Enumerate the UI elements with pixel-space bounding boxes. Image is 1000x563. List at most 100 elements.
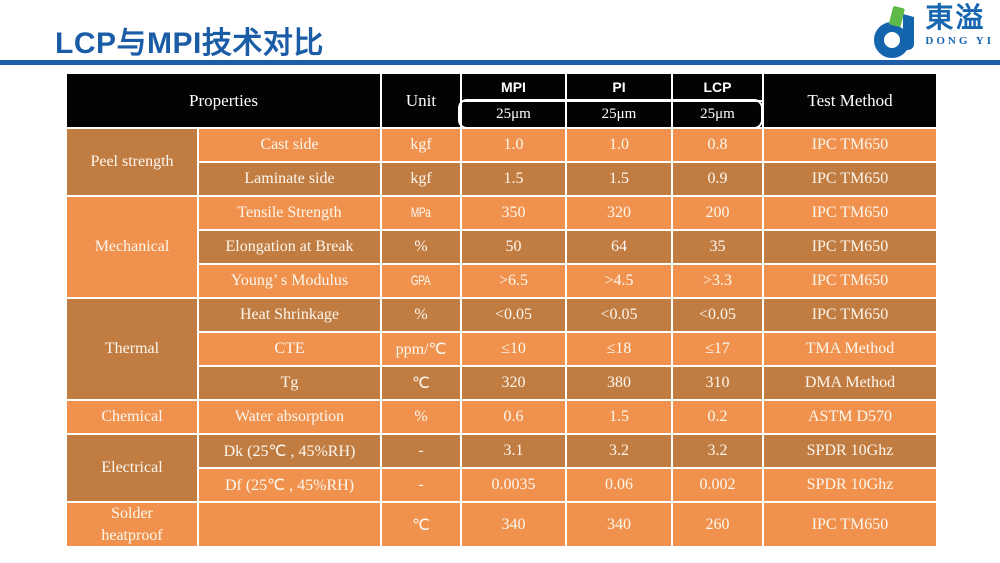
cell-pi: 64 [565, 229, 673, 265]
cell-mpi: <0.05 [460, 297, 567, 333]
header-test-method: Test Method [762, 72, 938, 129]
category-solder-heatproof: Solder heatproof [65, 500, 199, 549]
cell-unit: - [380, 433, 462, 469]
cell-property: Elongation at Break [197, 229, 382, 265]
cell-method: SPDR 10Ghz [762, 467, 938, 503]
cell-property: Heat Shrinkage [197, 297, 382, 333]
table-row: Peel strength Cast side kgf 1.0 1.0 0.8 … [65, 127, 938, 197]
table-row: Solder heatproof ℃ 340 340 260 IPC TM650 [65, 500, 938, 549]
category-electrical: Electrical [65, 433, 199, 503]
cell-lcp: 0.2 [671, 399, 764, 435]
cell-unit: MPa [411, 204, 431, 220]
cell-unit: kgf [380, 161, 462, 197]
cell-pi: >4.5 [565, 263, 673, 299]
cell-lcp: 200 [671, 195, 764, 231]
cell-lcp: ≤17 [671, 331, 764, 367]
cell-method: IPC TM650 [762, 195, 938, 231]
header-properties: Properties [65, 72, 382, 129]
title-rule [0, 60, 1000, 65]
header-pi: PI [565, 72, 673, 102]
logo-text: 東溢 DONG YI [925, 3, 994, 47]
cell-property [197, 500, 382, 549]
cell-mpi: 340 [460, 500, 567, 549]
header-lcp-thickness: 25μm [671, 100, 764, 129]
logo: 東溢 DONG YI [871, 3, 994, 65]
category-chemical: Chemical [65, 399, 199, 435]
cell-mpi: 50 [460, 229, 567, 265]
cell-method: ASTM D570 [762, 399, 938, 435]
cell-lcp: 310 [671, 365, 764, 401]
category-thermal: Thermal [65, 297, 199, 401]
cell-lcp: >3.3 [671, 263, 764, 299]
table-row: Chemical Water absorption % 0.6 1.5 0.2 … [65, 399, 938, 435]
cell-property: Young’ s Modulus [197, 263, 382, 299]
cell-pi: 3.2 [565, 433, 673, 469]
cell-lcp: 35 [671, 229, 764, 265]
cell-mpi: 0.6 [460, 399, 567, 435]
cell-unit: GPA [411, 272, 431, 288]
cell-mpi: 3.1 [460, 433, 567, 469]
cell-property: Tensile Strength [197, 195, 382, 231]
table-row: Df (25℃ , 45%RH) - 0.0035 0.06 0.002 SPD… [66, 467, 938, 503]
header-mpi: MPI [460, 72, 567, 102]
cell-lcp: 0.9 [671, 161, 764, 197]
company-logo-icon [871, 6, 923, 65]
cell-method: IPC TM650 [762, 500, 938, 549]
table-row: Tg ℃ 320 380 310 DMA Method [66, 365, 938, 401]
cell-unit: ℃ [380, 500, 462, 549]
header-unit: Unit [380, 72, 462, 129]
cell-mpi: 1.5 [460, 161, 567, 197]
cell-lcp: 0.8 [671, 127, 764, 163]
logo-cn: 東溢 [925, 3, 986, 34]
cell-mpi: 0.0035 [460, 467, 567, 503]
cell-pi: 1.5 [565, 399, 673, 435]
cell-mpi: >6.5 [460, 263, 567, 299]
cell-lcp: 0.002 [671, 467, 764, 503]
cell-pi: 0.06 [565, 467, 673, 503]
cell-unit: - [380, 467, 462, 503]
cell-unit: % [380, 229, 462, 265]
cell-property: Tg [197, 365, 382, 401]
cell-pi: ≤18 [565, 331, 673, 367]
cell-property: Laminate side [197, 161, 382, 197]
cell-unit: % [380, 297, 462, 333]
table-row: Young’ s Modulus GPA >6.5 >4.5 >3.3 IPC … [66, 263, 938, 299]
cell-method: IPC TM650 [762, 229, 938, 265]
category-peel-strength: Peel strength [65, 127, 199, 197]
cell-pi: 320 [565, 195, 673, 231]
header-pi-thickness: 25μm [565, 100, 673, 129]
cell-property: CTE [197, 331, 382, 367]
cell-lcp: 3.2 [671, 433, 764, 469]
cell-pi: 380 [565, 365, 673, 401]
table-row: Thermal Heat Shrinkage % <0.05 <0.05 <0.… [65, 297, 938, 401]
cell-property: Df (25℃ , 45%RH) [197, 467, 382, 503]
cell-property: Dk (25℃ , 45%RH) [197, 433, 382, 469]
cell-method: IPC TM650 [762, 161, 938, 197]
cell-mpi: ≤10 [460, 331, 567, 367]
cell-unit: kgf [380, 127, 462, 163]
cell-pi: 340 [565, 500, 673, 549]
cell-method: IPC TM650 [762, 297, 938, 333]
cell-unit: ℃ [380, 365, 462, 401]
category-mechanical: Mechanical [65, 195, 199, 299]
cell-pi: 1.5 [565, 161, 673, 197]
table-row: Elongation at Break % 50 64 35 IPC TM650 [66, 229, 938, 265]
header-lcp: LCP [671, 72, 764, 102]
cell-mpi: 350 [460, 195, 567, 231]
cell-pi: 1.0 [565, 127, 673, 163]
cell-mpi: 320 [460, 365, 567, 401]
header-mpi-thickness: 25μm [460, 100, 567, 129]
table-row: CTE ppm/℃ ≤10 ≤18 ≤17 TMA Method [66, 331, 938, 367]
cell-pi: <0.05 [565, 297, 673, 333]
comparison-table: Properties Unit MPI PI LCP Test Method 2… [65, 72, 938, 549]
table-row: Mechanical Tensile Strength MPa 350 320 … [65, 195, 938, 299]
page-title: LCP与MPI技术对比 [55, 27, 324, 60]
cell-lcp: <0.05 [671, 297, 764, 333]
cell-property: Cast side [197, 127, 382, 163]
table-row: Electrical Dk (25℃ , 45%RH) - 3.1 3.2 3.… [65, 433, 938, 503]
cell-method: TMA Method [762, 331, 938, 367]
cell-property: Water absorption [197, 399, 382, 435]
logo-en: DONG YI [925, 34, 994, 47]
cell-method: IPC TM650 [762, 263, 938, 299]
